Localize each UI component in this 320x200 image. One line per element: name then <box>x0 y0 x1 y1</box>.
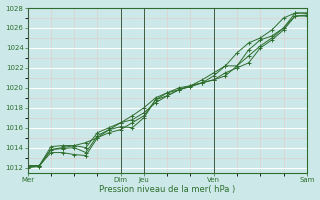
X-axis label: Pression niveau de la mer( hPa ): Pression niveau de la mer( hPa ) <box>99 185 236 194</box>
